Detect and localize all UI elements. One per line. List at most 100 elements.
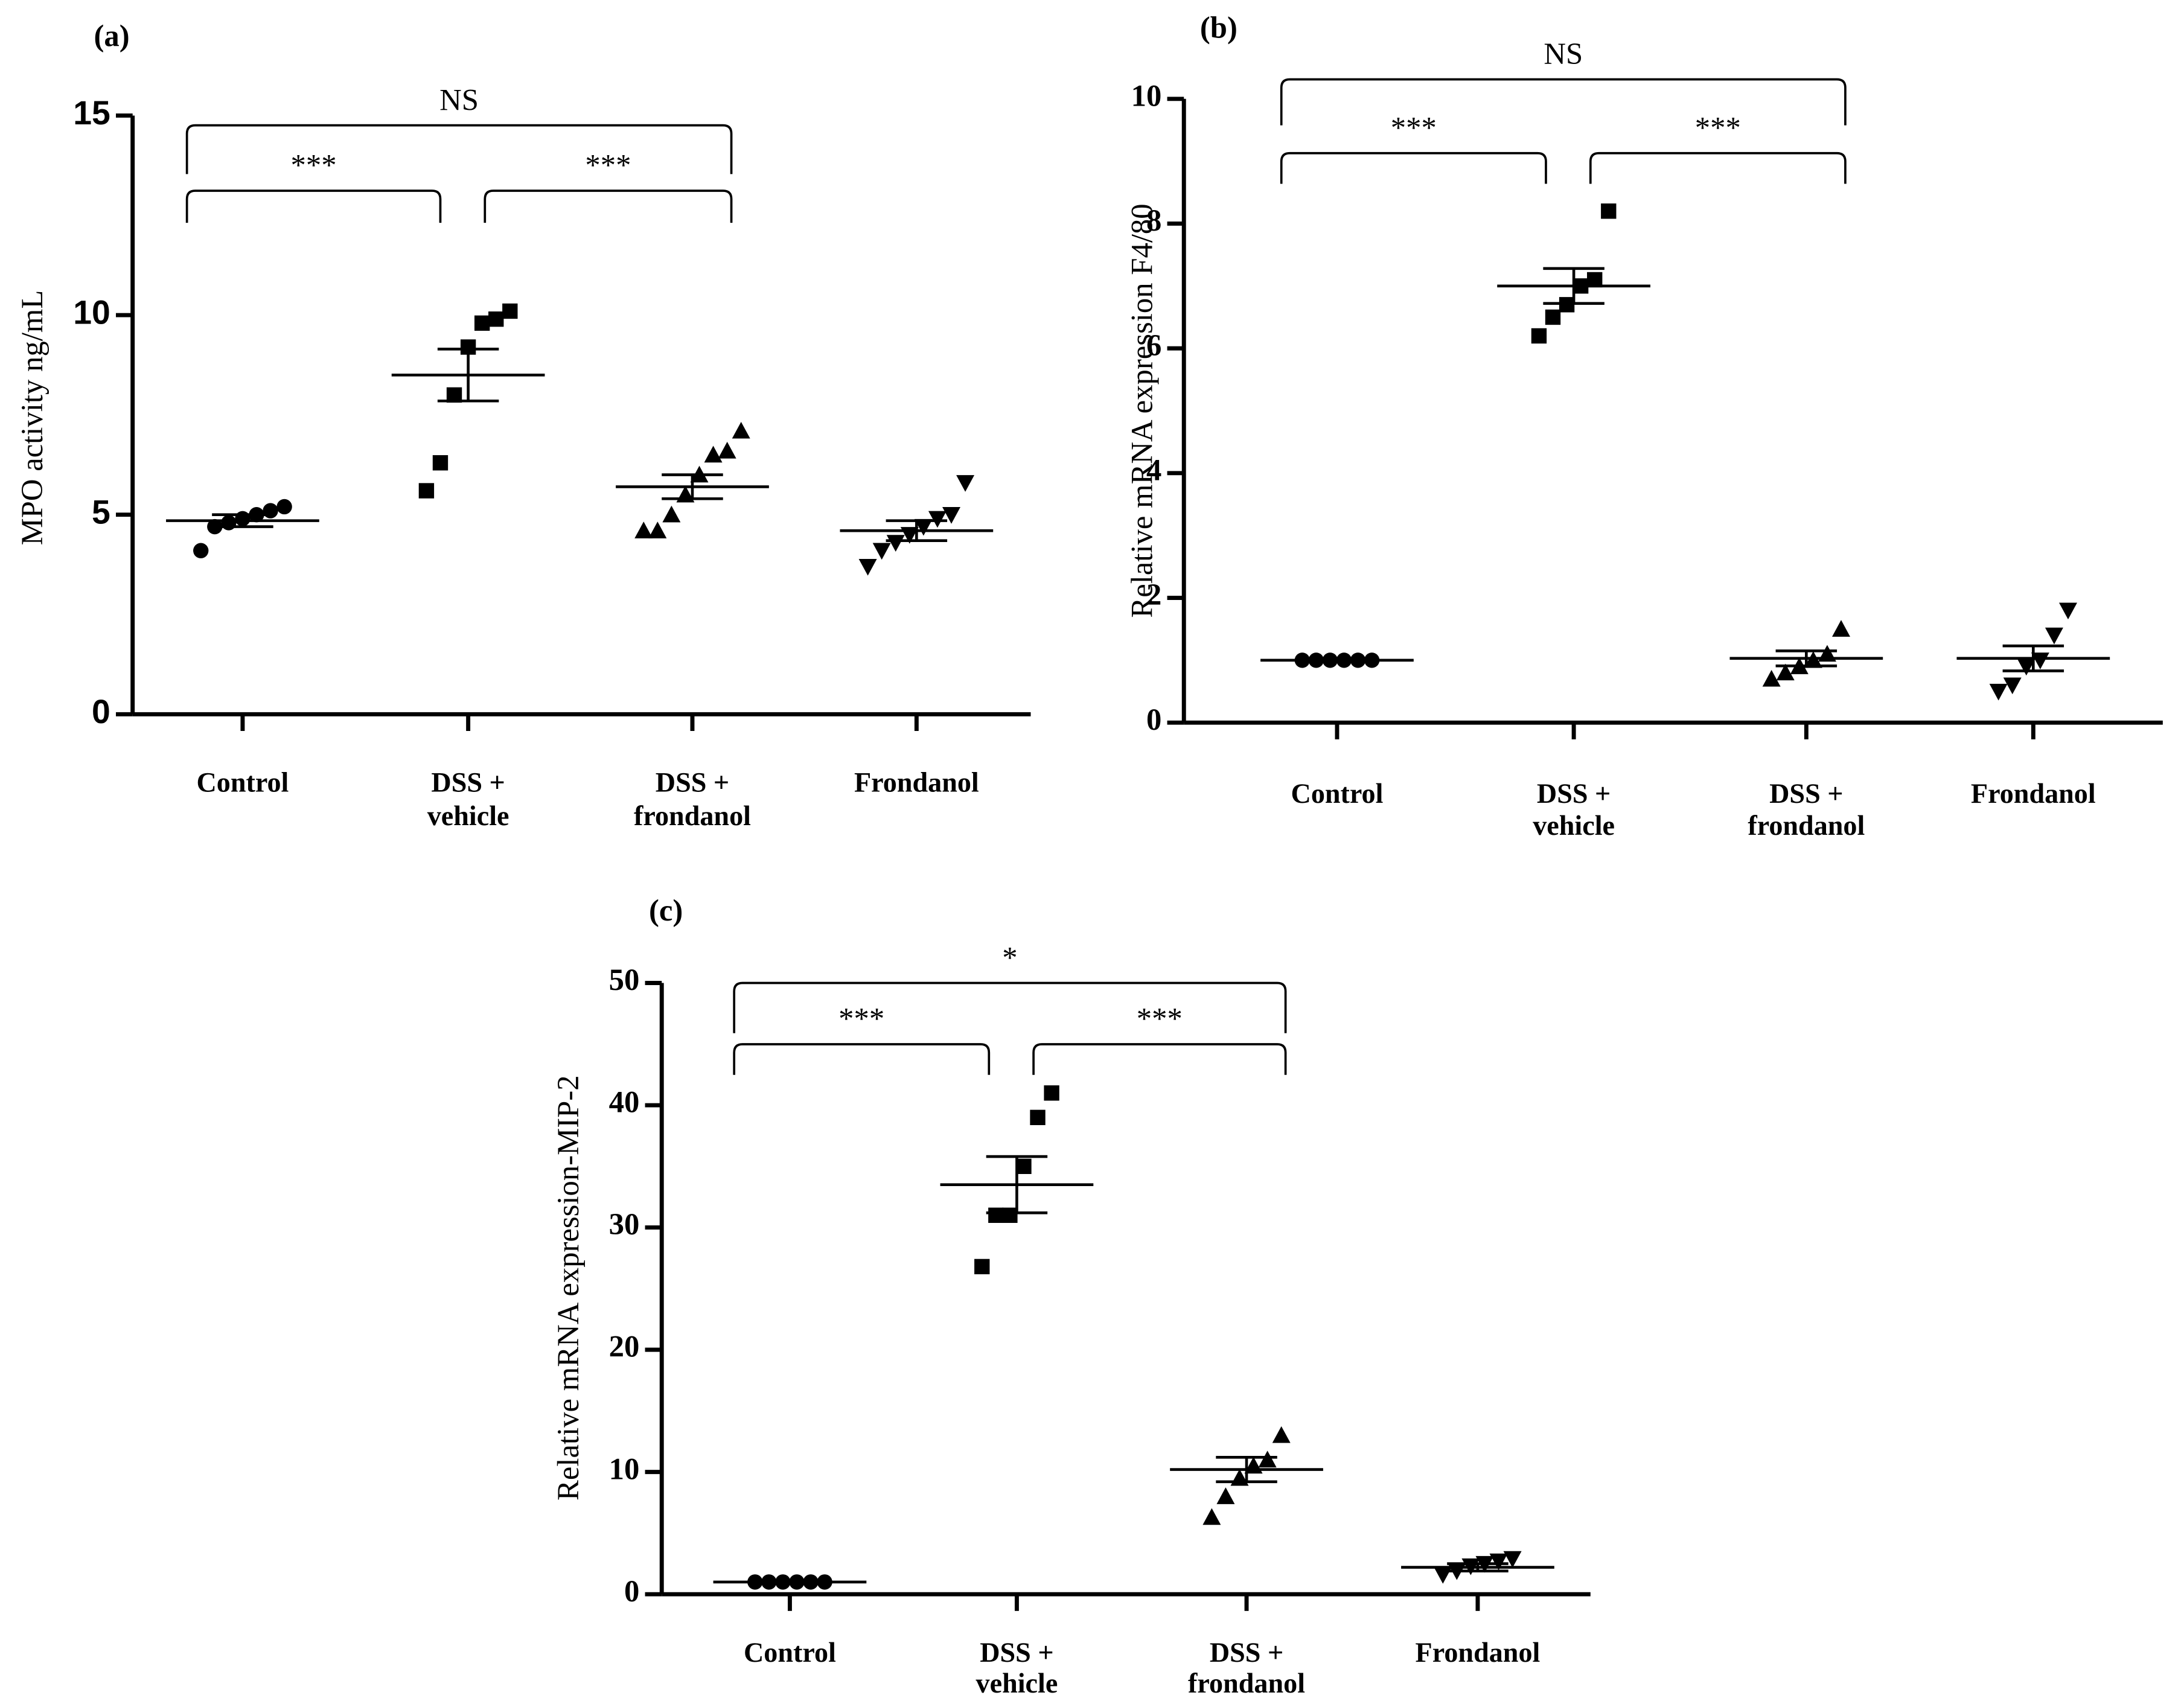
sem-bar: [886, 519, 948, 542]
point: [418, 483, 435, 499]
point: [988, 1207, 1004, 1224]
point: [1272, 1426, 1291, 1443]
significance-bracket: [484, 190, 733, 223]
point: [634, 522, 653, 538]
y-tick-label: 15: [73, 94, 110, 132]
point: [1531, 328, 1547, 344]
sem-bar: [2002, 644, 2064, 672]
y-tick-label: 8: [1146, 203, 1161, 237]
y-tick-label: 5: [92, 493, 110, 531]
x-tick-label: Frondanol: [1416, 1637, 1541, 1668]
significance-bracket: [185, 124, 733, 174]
point: [488, 311, 504, 327]
y-tick-label: 0: [1146, 703, 1161, 736]
point: [1762, 669, 1781, 687]
point: [886, 535, 905, 552]
significance-label: ***: [1391, 110, 1437, 144]
point: [474, 315, 490, 331]
y-tick-label: 0: [92, 693, 110, 730]
x-tick-label: vehicle: [1533, 810, 1615, 841]
y-tick-label: 6: [1146, 328, 1161, 362]
panel-label: (b): [1200, 10, 1237, 44]
point: [1216, 1487, 1235, 1504]
point: [1434, 1567, 1452, 1584]
sem-bar: [1543, 267, 1604, 305]
significance-label: ***: [585, 148, 631, 182]
sem-bar: [662, 473, 723, 500]
x-tick-label: frondanol: [1748, 810, 1865, 841]
x-tick-label: Control: [744, 1637, 836, 1668]
significance-bracket: [185, 190, 442, 223]
significance-label: NS: [439, 83, 479, 116]
point: [2003, 677, 2022, 695]
x-tick-label: Frondanol: [1971, 778, 2096, 809]
sem-bar: [212, 513, 273, 528]
y-tick-label: 2: [1146, 578, 1161, 611]
point: [1489, 1553, 1508, 1571]
x-tick-label: frondanol: [634, 800, 751, 831]
x-tick-label: DSS +: [1537, 778, 1611, 809]
y-tick-label: 20: [609, 1330, 640, 1364]
y-tick-label: 50: [609, 963, 640, 997]
x-tick-label: Frondanol: [854, 767, 979, 798]
point: [648, 522, 667, 538]
x-tick-label: vehicle: [976, 1668, 1058, 1699]
significance-bracket: [1280, 78, 1847, 126]
point: [858, 558, 877, 576]
point: [914, 518, 933, 536]
point: [1776, 663, 1795, 681]
x-tick-label: vehicle: [427, 800, 509, 831]
point: [1202, 1508, 1221, 1525]
significance-bracket: [1280, 152, 1547, 184]
point: [2045, 627, 2063, 645]
x-tick-label: DSS +: [1769, 778, 1843, 809]
significance-bracket: [733, 1043, 991, 1075]
point: [1832, 620, 1850, 637]
point: [502, 303, 518, 319]
point: [2058, 602, 2077, 620]
significance-label: ***: [1137, 1002, 1183, 1036]
x-tick-label: DSS +: [656, 767, 729, 798]
point: [1545, 309, 1561, 325]
significance-label: ***: [291, 148, 337, 182]
point: [432, 455, 449, 471]
point: [704, 445, 723, 463]
y-axis-label: Relative mRNA expression F4/80: [1125, 203, 1158, 617]
point: [974, 1259, 990, 1275]
point: [1989, 683, 2008, 701]
significance-label: NS: [1544, 37, 1583, 71]
point: [1030, 1109, 1046, 1125]
y-axis-label: MPO activity ng/mL: [15, 290, 49, 546]
sem-bar: [1216, 1456, 1277, 1484]
point: [1016, 1158, 1032, 1174]
point: [1601, 203, 1617, 219]
panel-label: (a): [94, 19, 130, 53]
point: [193, 543, 209, 558]
x-tick-label: DSS +: [980, 1637, 1053, 1668]
significance-label: ***: [838, 1002, 884, 1036]
point: [956, 475, 975, 492]
x-tick-label: frondanol: [1188, 1668, 1305, 1699]
point: [1258, 1450, 1277, 1468]
point: [1503, 1551, 1522, 1568]
point: [2031, 652, 2049, 669]
sem-bar: [759, 1580, 821, 1584]
significance-label: *: [1002, 940, 1017, 974]
y-tick-label: 30: [609, 1207, 640, 1241]
sem-bar: [986, 1155, 1048, 1214]
y-axis-label: Relative mRNA expression-MIP-2: [551, 1075, 585, 1501]
x-tick-label: Control: [196, 767, 289, 798]
y-tick-label: 10: [73, 294, 110, 331]
significance-bracket: [733, 981, 1287, 1033]
x-tick-label: Control: [1291, 778, 1384, 809]
sem-bar: [1447, 1562, 1509, 1572]
sem-bar: [1775, 649, 1838, 668]
significance-label: ***: [1695, 110, 1741, 144]
x-tick-label: DSS +: [431, 767, 505, 798]
significance-bracket: [1589, 152, 1847, 184]
point: [718, 441, 736, 459]
point: [276, 499, 292, 515]
point: [662, 505, 681, 523]
significance-bracket: [1032, 1043, 1287, 1075]
